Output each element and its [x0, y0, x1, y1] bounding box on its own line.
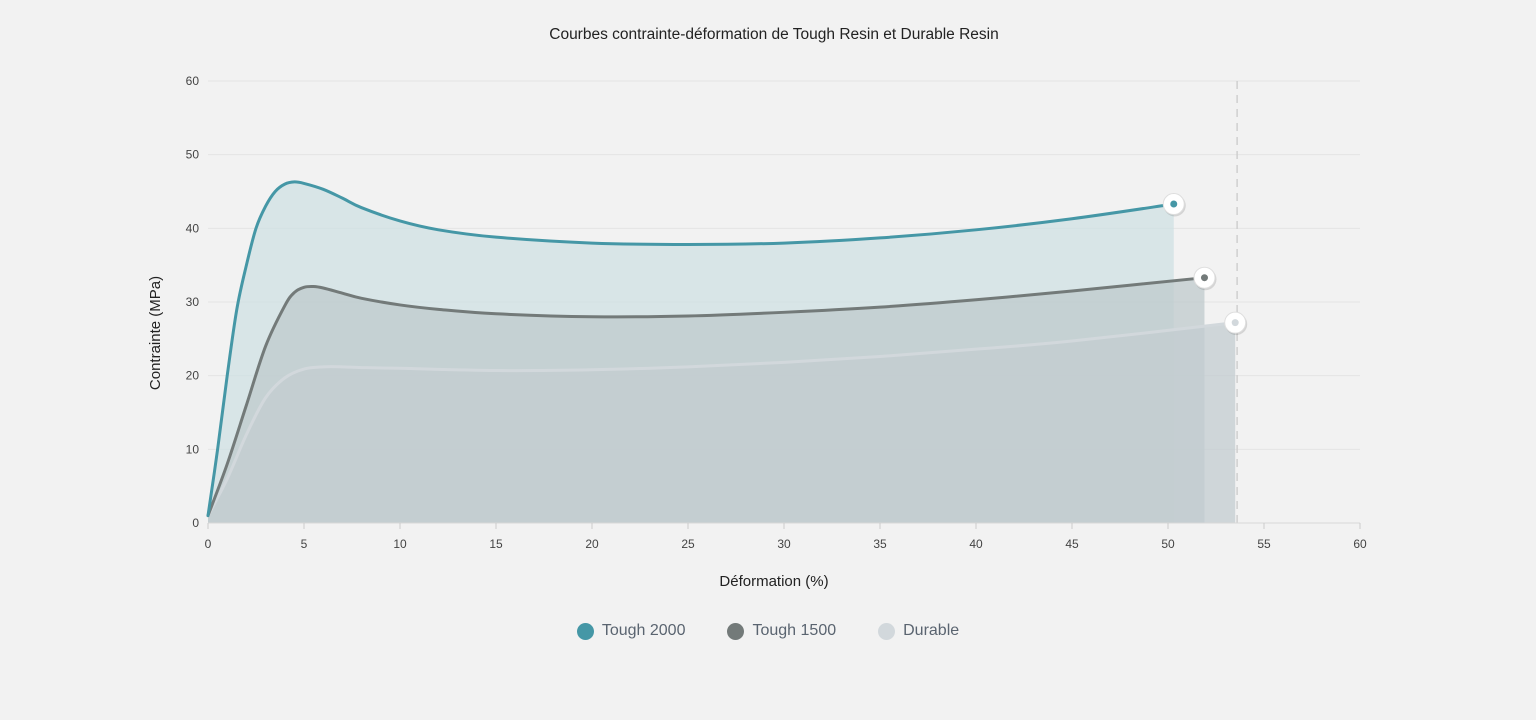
x-tick-label: 55	[1257, 537, 1271, 551]
legend: Tough 2000 Tough 1500 Durable	[0, 622, 1536, 640]
legend-label: Durable	[903, 622, 960, 639]
x-tick-label: 5	[301, 537, 308, 551]
legend-item[interactable]: Tough 2000	[576, 622, 686, 640]
x-tick-label: 30	[777, 537, 791, 551]
series-line	[206, 180, 1176, 518]
x-tick-label: 40	[969, 537, 983, 551]
end-marker-dot	[1170, 200, 1178, 208]
series-area	[208, 322, 1236, 523]
y-tick-label: 10	[186, 442, 200, 456]
y-tick-label: 60	[186, 74, 200, 88]
x-tick-label: 25	[681, 537, 695, 551]
series-areas	[208, 181, 1236, 523]
end-marker-dot	[1231, 319, 1239, 327]
axes: 0 5 10 15 20 25 30 35 40 45 50 55 60 0 10 20 30 40 50 60	[186, 74, 1367, 551]
y-tick-label: 40	[186, 221, 200, 235]
y-tick-label: 0	[192, 516, 199, 530]
x-tick-label: 20	[585, 537, 599, 551]
end-marker-dot	[1200, 274, 1208, 282]
legend-item[interactable]: Tough 1500	[727, 622, 836, 640]
series-lines	[206, 180, 1237, 518]
y-tick-label: 50	[186, 148, 200, 162]
x-tick-label: 50	[1161, 537, 1175, 551]
x-tick-label: 15	[489, 537, 503, 551]
x-tick-label: 10	[393, 537, 407, 551]
y-tick-label: 30	[186, 295, 200, 309]
x-axis-label: Déformation (%)	[719, 573, 828, 590]
legend-label: Tough 2000	[601, 622, 686, 639]
legend-item[interactable]: Durable	[878, 622, 959, 640]
y-tick-label: 20	[186, 369, 200, 383]
series-line	[206, 276, 1206, 518]
chart-title: Courbes contrainte-déformation de Tough …	[549, 26, 998, 43]
x-tick-label: 35	[873, 537, 887, 551]
legend-swatch	[576, 622, 594, 640]
end-markers	[1162, 193, 1248, 336]
x-tick-label: 0	[205, 537, 212, 551]
x-tick-label: 45	[1065, 537, 1079, 551]
x-tick-label: 60	[1353, 537, 1367, 551]
series-line	[206, 321, 1237, 518]
y-axis-label: Contrainte (MPa)	[147, 276, 164, 390]
legend-swatch	[878, 622, 896, 640]
legend-label: Tough 1500	[752, 622, 837, 639]
legend-swatch	[727, 622, 745, 640]
